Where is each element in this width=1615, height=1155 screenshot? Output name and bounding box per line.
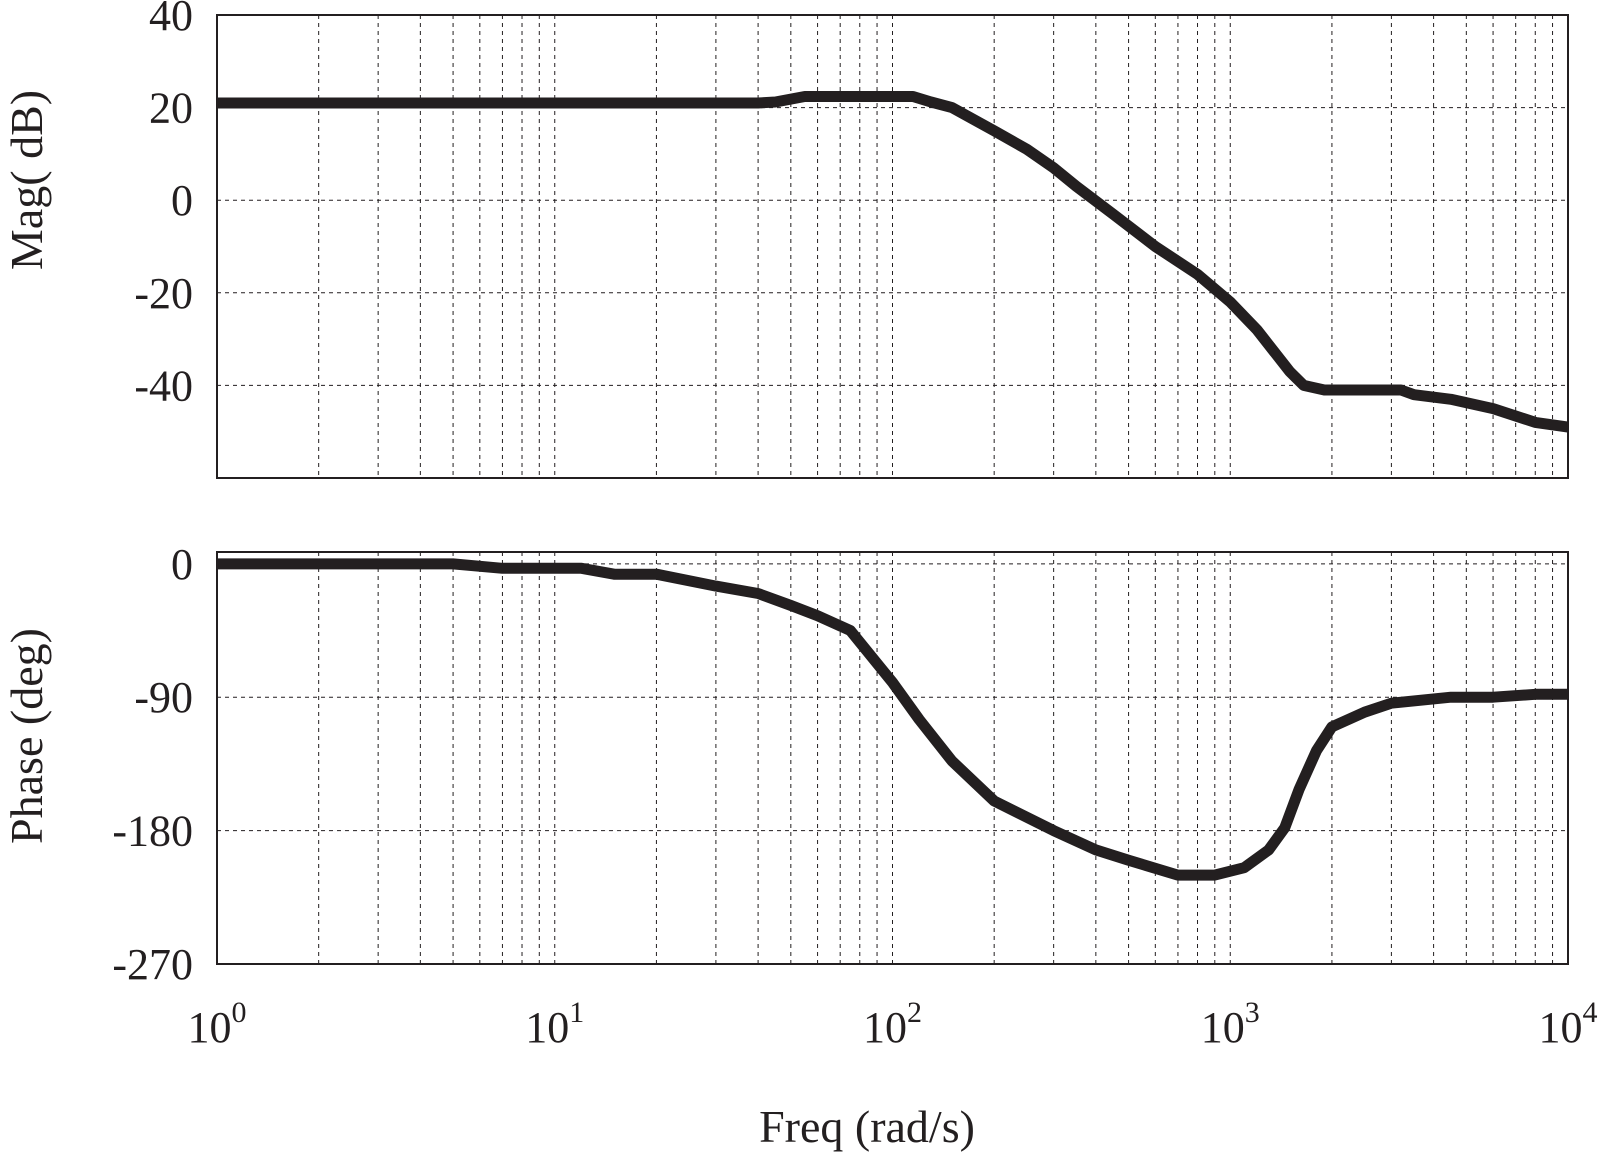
phase-y-tick-label: -270	[112, 940, 193, 989]
magnitude-plot-frame	[216, 14, 1569, 479]
magnitude-y-tick-label: -20	[134, 269, 193, 318]
x-tick-label: 104	[1539, 996, 1598, 1052]
x-tick-label: 103	[1201, 996, 1260, 1052]
magnitude-y-tick-label: 0	[171, 176, 193, 225]
magnitude-y-tick-label: 40	[149, 0, 193, 40]
phase-panel: 0 -90 -180 -270	[112, 540, 1569, 989]
magnitude-panel: 40 20 0 -20 -40	[134, 0, 1569, 479]
phase-y-tick-label: 0	[171, 540, 193, 589]
magnitude-y-tick-label: -40	[134, 361, 193, 410]
phase-y-tick-label: -90	[134, 673, 193, 722]
x-tick-label: 102	[863, 996, 922, 1052]
phase-y-tick-label: -180	[112, 807, 193, 856]
magnitude-grid	[217, 15, 1568, 478]
phase-grid	[217, 552, 1568, 964]
phase-response-line	[217, 558, 1568, 881]
magnitude-response-line	[217, 91, 1569, 433]
magnitude-y-axis-title: Mag( dB)	[1, 90, 52, 270]
phase-y-axis-title: Phase (deg)	[1, 628, 52, 844]
x-axis-title: Freq (rad/s)	[759, 1101, 975, 1152]
magnitude-y-tick-label: 20	[149, 84, 193, 133]
x-tick-label: 101	[525, 996, 584, 1052]
phase-plot-frame	[216, 551, 1569, 965]
x-tick-label: 100	[188, 996, 247, 1052]
